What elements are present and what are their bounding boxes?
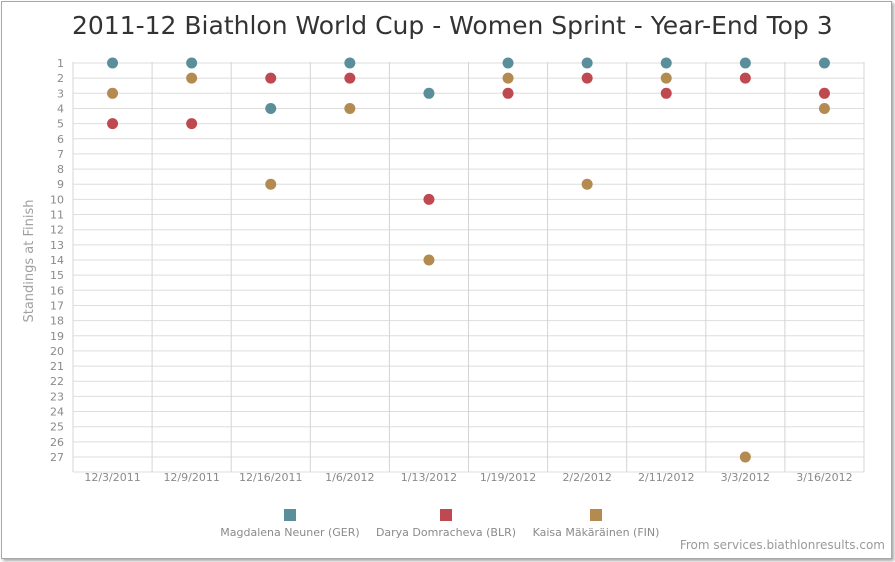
legend-swatch[interactable] bbox=[284, 509, 296, 521]
data-point[interactable] bbox=[581, 178, 593, 190]
data-point[interactable] bbox=[818, 87, 830, 99]
y-tick-label: 25 bbox=[50, 421, 64, 434]
legend-swatch[interactable] bbox=[590, 509, 602, 521]
data-point[interactable] bbox=[502, 72, 514, 84]
y-tick-label: 1 bbox=[57, 57, 64, 70]
y-tick-label: 8 bbox=[57, 163, 64, 176]
x-tick-label: 1/19/2012 bbox=[480, 471, 536, 484]
data-point[interactable] bbox=[818, 102, 830, 114]
data-point[interactable] bbox=[502, 87, 514, 99]
y-tick-label: 17 bbox=[50, 299, 64, 312]
x-tick-label: 12/9/2011 bbox=[163, 471, 219, 484]
y-tick-label: 10 bbox=[50, 193, 64, 206]
data-point[interactable] bbox=[265, 178, 277, 190]
y-tick-label: 16 bbox=[50, 284, 64, 297]
chart-title: 2011-12 Biathlon World Cup - Women Sprin… bbox=[72, 11, 833, 40]
data-point[interactable] bbox=[107, 57, 119, 69]
data-point[interactable] bbox=[107, 87, 119, 99]
y-axis-ticks: 1234567891011121314151617181920212223242… bbox=[50, 57, 64, 464]
data-point[interactable] bbox=[423, 87, 435, 99]
y-tick-label: 27 bbox=[50, 451, 64, 464]
y-tick-label: 9 bbox=[57, 178, 64, 191]
data-points bbox=[107, 57, 830, 463]
grid-lines bbox=[72, 62, 865, 473]
legend-label[interactable]: Darya Domracheva (BLR) bbox=[376, 526, 516, 539]
y-tick-label: 18 bbox=[50, 315, 64, 328]
data-point[interactable] bbox=[660, 72, 672, 84]
y-tick-label: 5 bbox=[57, 118, 64, 131]
data-point[interactable] bbox=[186, 72, 198, 84]
legend-label[interactable]: Magdalena Neuner (GER) bbox=[220, 526, 359, 539]
y-tick-label: 12 bbox=[50, 224, 64, 237]
data-point[interactable] bbox=[739, 57, 751, 69]
legend-label[interactable]: Kaisa Mäkäräinen (FIN) bbox=[533, 526, 660, 539]
source-note: From services.biathlonresults.com bbox=[679, 538, 885, 552]
y-tick-label: 24 bbox=[50, 406, 64, 419]
data-point[interactable] bbox=[344, 72, 356, 84]
y-axis-label: Standings at Finish bbox=[22, 199, 37, 322]
data-point[interactable] bbox=[423, 254, 435, 266]
y-tick-label: 20 bbox=[50, 345, 64, 358]
y-tick-label: 23 bbox=[50, 390, 64, 403]
data-point[interactable] bbox=[344, 57, 356, 69]
y-tick-label: 2 bbox=[57, 72, 64, 85]
data-point[interactable] bbox=[739, 451, 751, 463]
y-tick-label: 7 bbox=[57, 148, 64, 161]
y-tick-label: 19 bbox=[50, 330, 64, 343]
x-tick-label: 12/16/2011 bbox=[239, 471, 302, 484]
data-point[interactable] bbox=[581, 72, 593, 84]
y-tick-label: 21 bbox=[50, 360, 64, 373]
y-tick-label: 22 bbox=[50, 375, 64, 388]
x-tick-label: 2/11/2012 bbox=[638, 471, 694, 484]
x-tick-label: 12/3/2011 bbox=[84, 471, 140, 484]
legend-swatch[interactable] bbox=[440, 509, 452, 521]
data-point[interactable] bbox=[344, 102, 356, 114]
data-point[interactable] bbox=[186, 118, 198, 130]
x-tick-label: 1/13/2012 bbox=[401, 471, 457, 484]
data-point[interactable] bbox=[423, 193, 435, 205]
data-point[interactable] bbox=[739, 72, 751, 84]
y-tick-label: 3 bbox=[57, 87, 64, 100]
x-tick-label: 3/16/2012 bbox=[796, 471, 852, 484]
y-tick-label: 13 bbox=[50, 239, 64, 252]
data-point[interactable] bbox=[581, 57, 593, 69]
legend: Magdalena Neuner (GER) Darya Domracheva (… bbox=[220, 509, 659, 539]
data-point[interactable] bbox=[186, 57, 198, 69]
y-tick-label: 4 bbox=[57, 102, 64, 115]
y-tick-label: 14 bbox=[50, 254, 64, 267]
data-point[interactable] bbox=[818, 57, 830, 69]
y-tick-label: 6 bbox=[57, 133, 64, 146]
data-point[interactable] bbox=[265, 72, 277, 84]
y-tick-label: 11 bbox=[50, 209, 64, 222]
y-tick-label: 26 bbox=[50, 436, 64, 449]
x-tick-label: 3/3/2012 bbox=[721, 471, 770, 484]
data-point[interactable] bbox=[265, 102, 277, 114]
x-tick-label: 2/2/2012 bbox=[562, 471, 611, 484]
data-point[interactable] bbox=[660, 57, 672, 69]
data-point[interactable] bbox=[502, 57, 514, 69]
data-point[interactable] bbox=[660, 87, 672, 99]
x-tick-label: 1/6/2012 bbox=[325, 471, 374, 484]
data-point[interactable] bbox=[107, 118, 119, 130]
x-axis-ticks: 12/3/2011 12/9/2011 12/16/2011 1/6/2012 1/13… bbox=[84, 471, 852, 484]
y-tick-label: 15 bbox=[50, 269, 64, 282]
